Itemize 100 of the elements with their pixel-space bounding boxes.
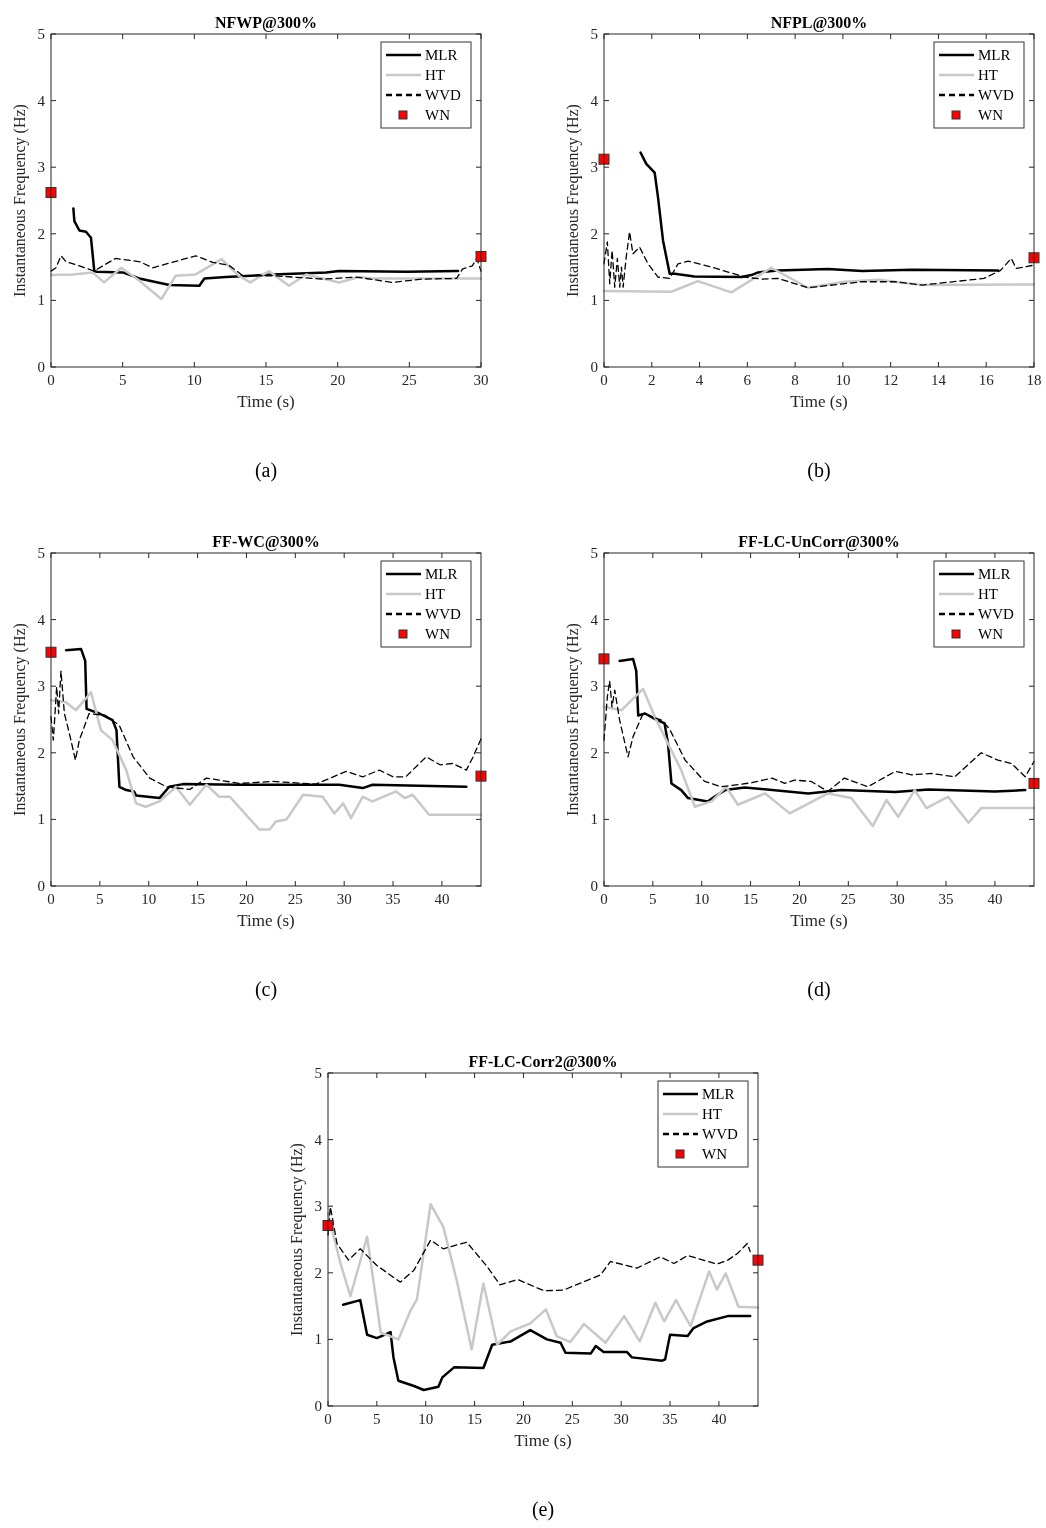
- legend-label: MLR: [425, 566, 458, 582]
- x-axis-title: Time (s): [790, 392, 848, 411]
- x-tick-label: 40: [711, 1411, 727, 1427]
- line-series: [341, 1298, 752, 1392]
- x-tick-label: 5: [118, 372, 127, 388]
- y-tick-label: 4: [314, 1131, 323, 1148]
- legend-label: WN: [702, 1146, 728, 1162]
- legend-label: WVD: [425, 606, 461, 622]
- y-tick-label: 4: [590, 611, 599, 628]
- line-series: [602, 687, 1036, 828]
- legend-label: WN: [978, 107, 1004, 123]
- x-tick-label: 30: [889, 891, 905, 907]
- x-axis-title: Time (s): [237, 392, 295, 411]
- y-tick-label: 3: [37, 159, 45, 176]
- x-tick-label: 30: [473, 372, 489, 388]
- chart-title: FF-WC@300%: [212, 533, 320, 551]
- line-series: [49, 690, 483, 831]
- text: (d): [807, 978, 831, 1001]
- x-tick-label: 30: [613, 1411, 629, 1427]
- y-tick-label: 4: [37, 92, 46, 109]
- x-tick-label: 40: [987, 891, 1003, 907]
- chart-title: FF-LC-UnCorr@300%: [738, 533, 900, 551]
- y-axis-title: Instantaneous Frequency (Hz): [288, 1143, 306, 1336]
- y-tick-label: 3: [590, 159, 598, 176]
- x-axis-title: Time (s): [237, 911, 295, 930]
- y-tick-label: 0: [314, 1398, 322, 1414]
- x-tick-label: 10: [418, 1411, 434, 1427]
- y-axis-title: Instantaneous Frequency (Hz): [564, 623, 582, 816]
- y-tick-label: 3: [37, 678, 45, 695]
- chart-title: NFWP@300%: [215, 14, 317, 32]
- line-series: [327, 1206, 751, 1292]
- y-tick-label: 1: [590, 292, 598, 309]
- x-tick-label: 25: [840, 891, 856, 907]
- x-tick-label: 25: [564, 1411, 580, 1427]
- x-tick-label: 15: [743, 891, 759, 907]
- y-tick-label: 1: [37, 292, 45, 309]
- y-tick-label: 1: [314, 1331, 322, 1348]
- y-tick-label: 2: [590, 225, 598, 242]
- x-tick-label: 20: [515, 1411, 531, 1427]
- chart-title: NFPL@300%: [770, 14, 868, 32]
- legend-label: MLR: [702, 1086, 735, 1102]
- legend-label: MLR: [978, 47, 1011, 63]
- legend-label: HT: [425, 67, 445, 83]
- y-axis-title: Instantaneous Frequency (Hz): [564, 104, 582, 297]
- y-tick-label: 5: [314, 1065, 322, 1081]
- y-tick-label: 2: [590, 744, 598, 761]
- x-tick-label: 4: [695, 372, 704, 388]
- legend-label: WN: [978, 626, 1004, 642]
- text: (e): [531, 1498, 555, 1521]
- x-tick-label: 16: [978, 372, 995, 388]
- y-tick-label: 5: [590, 26, 598, 42]
- line-series: [602, 266, 1036, 294]
- x-tick-label: 40: [434, 891, 450, 907]
- y-tick-label: 2: [314, 1264, 322, 1281]
- y-tick-label: 0: [37, 359, 45, 375]
- y-tick-label: 2: [37, 225, 45, 242]
- legend-label: WVD: [978, 87, 1014, 103]
- y-tick-label: 5: [37, 26, 45, 42]
- x-tick-label: 5: [96, 891, 104, 907]
- x-tick-label: 2: [648, 372, 656, 388]
- legend-label: WVD: [978, 606, 1014, 622]
- line-series: [49, 257, 483, 301]
- x-tick-label: 10: [694, 891, 710, 907]
- x-tick-label: 35: [662, 1411, 678, 1427]
- chart-title: FF-LC-Corr2@300%: [468, 1053, 618, 1071]
- x-tick-label: 15: [467, 1411, 483, 1427]
- x-tick-label: 20: [330, 372, 346, 388]
- x-tick-label: 6: [743, 372, 752, 388]
- x-tick-label: 15: [190, 891, 206, 907]
- legend-label: HT: [978, 586, 998, 602]
- x-axis-title: Time (s): [514, 1431, 572, 1450]
- x-tick-label: 15: [258, 372, 274, 388]
- x-tick-label: 35: [938, 891, 954, 907]
- legend-label: HT: [978, 67, 998, 83]
- line-series: [326, 1202, 760, 1351]
- y-tick-label: 5: [37, 545, 45, 561]
- text: (c): [254, 978, 278, 1001]
- x-tick-label: 10: [186, 372, 202, 388]
- legend-label: WVD: [702, 1126, 738, 1142]
- x-tick-label: 14: [930, 372, 947, 388]
- y-tick-label: 1: [590, 811, 598, 828]
- x-tick-label: 25: [401, 372, 417, 388]
- y-tick-label: 2: [37, 744, 45, 761]
- y-tick-label: 4: [37, 611, 46, 628]
- x-tick-label: 25: [287, 891, 303, 907]
- legend-label: HT: [702, 1106, 722, 1122]
- y-axis-title: Instantaneous Frequency (Hz): [11, 104, 29, 297]
- y-tick-label: 1: [37, 811, 45, 828]
- x-tick-label: 0: [324, 1411, 332, 1427]
- legend-label: WVD: [425, 87, 461, 103]
- x-tick-label: 18: [1026, 372, 1042, 388]
- y-tick-label: 0: [37, 878, 45, 894]
- x-tick-label: 20: [791, 891, 807, 907]
- y-tick-label: 4: [590, 92, 599, 109]
- y-tick-label: 3: [590, 678, 598, 695]
- x-axis-title: Time (s): [790, 911, 848, 930]
- y-axis-title: Instantaneous Frequency (Hz): [11, 623, 29, 816]
- x-tick-label: 30: [336, 891, 352, 907]
- x-tick-label: 5: [649, 891, 657, 907]
- x-tick-label: 10: [141, 891, 157, 907]
